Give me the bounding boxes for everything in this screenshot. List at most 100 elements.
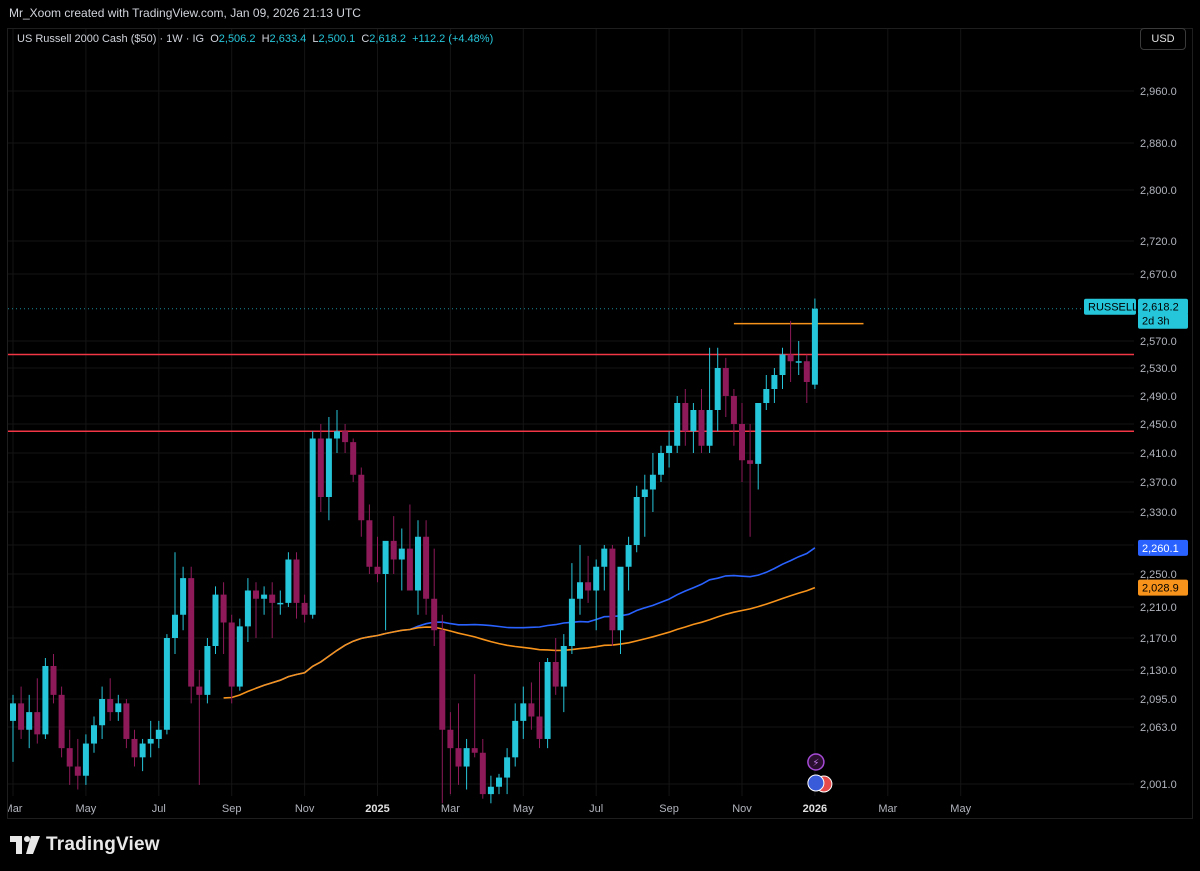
candle-body[interactable]	[779, 354, 786, 376]
us-flag-event-icon[interactable]	[807, 774, 825, 792]
candle-body[interactable]	[536, 716, 543, 739]
candle-body[interactable]	[269, 594, 276, 603]
candle-body[interactable]	[325, 438, 332, 498]
candle-body[interactable]	[682, 403, 689, 432]
candle-body[interactable]	[674, 403, 681, 446]
candle-body[interactable]	[91, 725, 97, 744]
candle-body[interactable]	[585, 582, 592, 591]
candle-body[interactable]	[706, 410, 713, 446]
ma-slow-line[interactable]	[223, 586, 816, 699]
candle-body[interactable]	[188, 578, 195, 687]
candle-body[interactable]	[415, 536, 421, 591]
candle-body[interactable]	[747, 460, 754, 464]
candle-body[interactable]	[690, 410, 697, 432]
candle-body[interactable]	[641, 489, 648, 498]
candle-body[interactable]	[10, 703, 16, 721]
candlestick-chart[interactable]: 2,960.0 2,880.0 2,800.0 2,720.0 2,670.0 2,570…	[8, 29, 1194, 820]
candle-body[interactable]	[528, 703, 535, 717]
candle-body[interactable]	[180, 578, 187, 615]
candle-body[interactable]	[382, 540, 389, 574]
ma-fast-line[interactable]	[255, 547, 816, 690]
candle-body[interactable]	[301, 602, 308, 615]
candle-body[interactable]	[99, 699, 106, 726]
candle-body[interactable]	[220, 594, 227, 623]
candle-body[interactable]	[560, 646, 567, 687]
candle-body[interactable]	[714, 368, 721, 410]
candle-body[interactable]	[625, 545, 632, 567]
candle-body[interactable]	[244, 590, 251, 627]
candle-body[interactable]	[617, 566, 624, 631]
candle-body[interactable]	[58, 694, 65, 749]
candle-body[interactable]	[577, 582, 583, 599]
candle-body[interactable]	[42, 666, 49, 735]
candle-body[interactable]	[447, 729, 454, 749]
candle-body[interactable]	[139, 743, 146, 758]
candle-body[interactable]	[512, 720, 519, 758]
candle-body[interactable]	[172, 614, 178, 638]
candle-body[interactable]	[390, 540, 397, 560]
candle-body[interactable]	[568, 598, 575, 646]
candle-body[interactable]	[739, 424, 745, 461]
candle-body[interactable]	[730, 396, 737, 424]
candle-body[interactable]	[374, 566, 381, 574]
candle-body[interactable]	[334, 431, 340, 439]
candle-body[interactable]	[593, 566, 600, 591]
candle-body[interactable]	[487, 786, 494, 795]
candle-body[interactable]	[66, 748, 73, 767]
candle-body[interactable]	[155, 729, 162, 739]
candle-body[interactable]	[293, 559, 300, 603]
candle-body[interactable]	[212, 594, 219, 646]
currency-button[interactable]: USD	[1140, 28, 1186, 50]
candle-body[interactable]	[82, 743, 89, 776]
candle-body[interactable]	[107, 699, 114, 713]
candle-body[interactable]	[811, 308, 818, 385]
candle-body[interactable]	[123, 703, 130, 739]
candle-body[interactable]	[163, 638, 170, 730]
candle-body[interactable]	[423, 536, 430, 599]
candle-body[interactable]	[228, 622, 235, 687]
candle-body[interactable]	[342, 431, 349, 443]
candle-body[interactable]	[787, 354, 794, 362]
candle-body[interactable]	[115, 703, 122, 713]
candle-body[interactable]	[285, 559, 292, 603]
candle-body[interactable]	[196, 686, 203, 695]
candle-body[interactable]	[455, 748, 462, 767]
candle-body[interactable]	[666, 445, 673, 453]
candle-body[interactable]	[633, 497, 640, 545]
chart-pane[interactable]: 2,960.0 2,880.0 2,800.0 2,720.0 2,670.0 2,570…	[7, 28, 1193, 819]
candle-body[interactable]	[253, 590, 259, 599]
candle-body[interactable]	[317, 438, 324, 498]
candle-body[interactable]	[755, 403, 762, 464]
candle-body[interactable]	[609, 548, 616, 631]
candle-body[interactable]	[658, 453, 664, 475]
candle-body[interactable]	[722, 368, 729, 396]
candle-body[interactable]	[406, 548, 413, 591]
lightning-event-icon[interactable]	[807, 753, 825, 771]
candle-body[interactable]	[358, 474, 365, 521]
candle-body[interactable]	[34, 712, 41, 735]
candle-body[interactable]	[350, 442, 357, 475]
candle-body[interactable]	[496, 777, 502, 787]
candle-body[interactable]	[131, 738, 138, 758]
candle-body[interactable]	[439, 630, 446, 730]
candle-body[interactable]	[204, 646, 211, 695]
candle-body[interactable]	[74, 766, 81, 776]
candle-body[interactable]	[803, 361, 810, 382]
candle-body[interactable]	[26, 712, 33, 730]
candle-body[interactable]	[309, 438, 316, 615]
candle-body[interactable]	[236, 626, 243, 687]
candle-body[interactable]	[544, 662, 551, 739]
candle-body[interactable]	[520, 703, 527, 721]
candle-body[interactable]	[431, 598, 438, 631]
candle-body[interactable]	[763, 389, 770, 403]
candle-body[interactable]	[795, 361, 802, 363]
tradingview-logo[interactable]: TradingView	[10, 833, 160, 857]
candle-body[interactable]	[50, 666, 57, 695]
candle-body[interactable]	[366, 520, 373, 567]
candle-body[interactable]	[18, 703, 25, 730]
candle-body[interactable]	[261, 594, 268, 599]
candle-body[interactable]	[771, 375, 778, 389]
candle-body[interactable]	[147, 738, 154, 744]
candle-body[interactable]	[504, 757, 511, 778]
candle-body[interactable]	[463, 748, 470, 767]
